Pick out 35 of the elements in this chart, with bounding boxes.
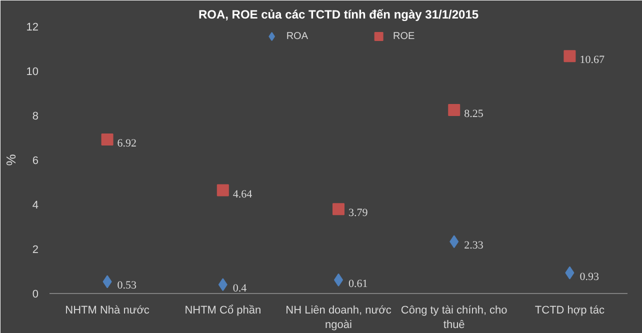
point — [218, 278, 228, 292]
y-tick-label: 10 — [26, 66, 39, 78]
y-tick-label: 8 — [32, 110, 39, 122]
data-label: 10.67 — [580, 54, 605, 66]
data-label: 6.92 — [117, 138, 137, 150]
y-tick-label: 2 — [32, 244, 39, 256]
point — [565, 266, 574, 280]
x-tick-label: TCTD hợp tác — [534, 304, 605, 316]
point — [101, 134, 114, 146]
point — [216, 184, 229, 196]
legend-label: ROA — [286, 30, 308, 42]
data-label: 3.79 — [348, 207, 368, 220]
point — [448, 104, 460, 116]
data-label: 0.4 — [232, 282, 248, 295]
x-tick-label: NHTM Nhà nước — [65, 304, 150, 316]
y-axis-title: % — [3, 154, 18, 166]
point — [102, 275, 112, 288]
point — [564, 50, 576, 62]
y-tick-label: 4 — [32, 200, 39, 212]
point — [332, 203, 344, 216]
data-label: 0.53 — [117, 280, 138, 292]
data-label: 0.93 — [580, 270, 600, 283]
y-tick-label: 6 — [32, 155, 39, 167]
x-tick-label: NHTM Cổ phần — [184, 304, 262, 316]
data-label: 4.64 — [232, 188, 253, 200]
y-tick-label: 0 — [32, 288, 39, 300]
data-label: 2.33 — [464, 240, 484, 252]
x-tick-label: Công ty tài chính, cho thuê — [400, 304, 508, 331]
y-tick-label: 12 — [26, 22, 39, 34]
point — [450, 235, 459, 248]
x-tick-label: NH Liên doanh, nước ngoài — [286, 304, 392, 331]
chart-title: ROA, ROE của các TCTD tính đến ngày 31/1/2015 — [198, 8, 479, 22]
data-label: 8.25 — [464, 108, 484, 120]
legend-label: ROE — [393, 30, 415, 42]
data-label: 0.61 — [348, 278, 368, 290]
